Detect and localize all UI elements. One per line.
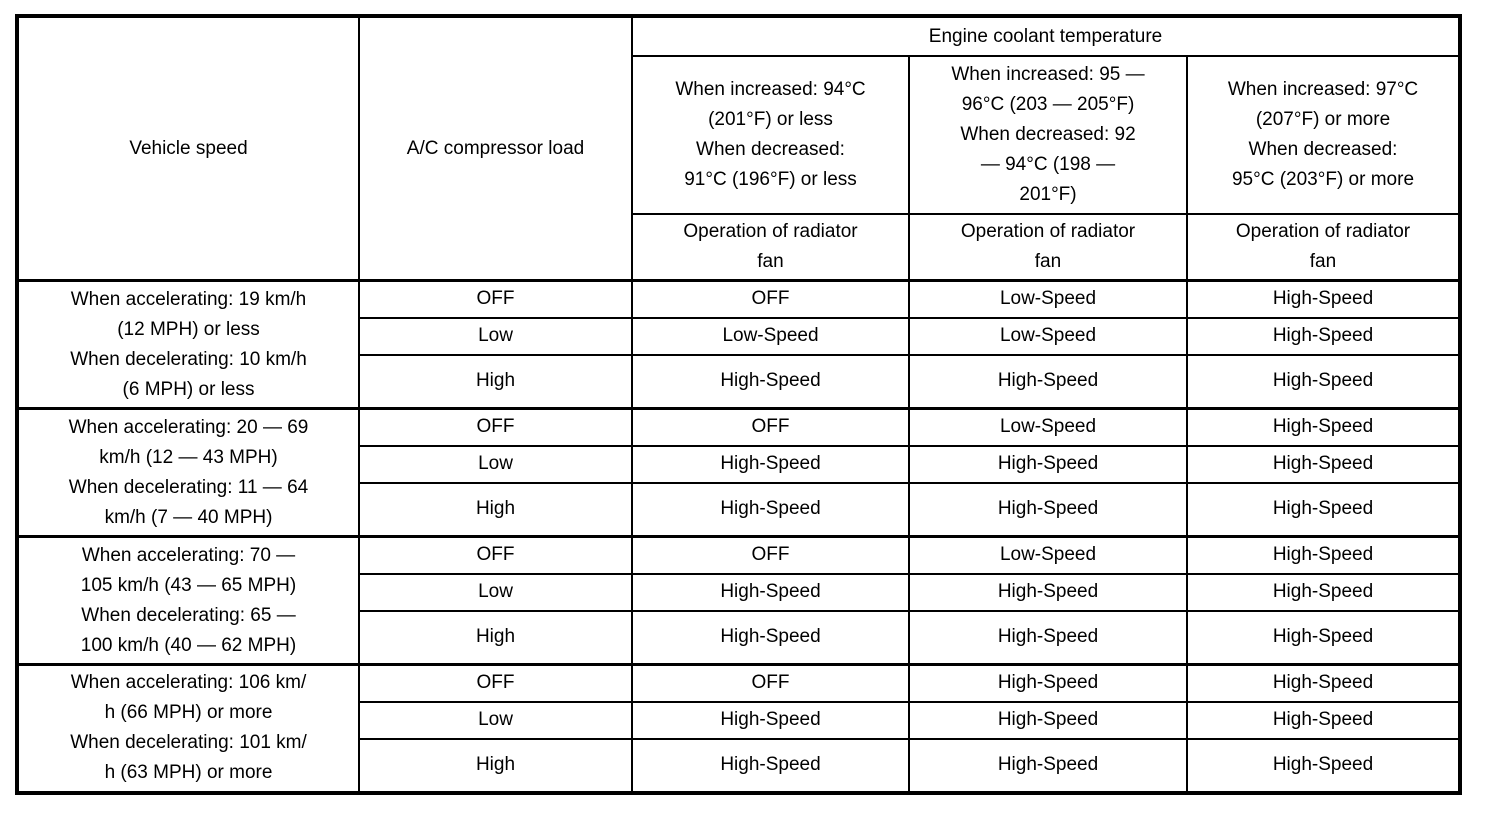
fan-operation-cell: High-Speed <box>631 353 910 410</box>
table-row: When accelerating: 19 km/h (12 MPH) or l… <box>16 279 1461 410</box>
header-row-fan-operation: Operation of radiator fan Operation of r… <box>17 213 1461 282</box>
fan-operation-cell: OFF <box>631 279 910 319</box>
table-row: High High-Speed High-Speed High-Speed <box>17 481 1461 538</box>
fan-operation-cell: OFF <box>631 535 910 575</box>
engine-coolant-temperature-header: Engine coolant temperature <box>631 15 1461 57</box>
fan-operation-cell: High-Speed <box>1186 609 1461 666</box>
table-row: Low High-Speed High-Speed High-Speed <box>17 700 1461 740</box>
fan-operation-cell: High-Speed <box>1186 572 1461 612</box>
fan-operation-cell: High-Speed <box>631 481 910 538</box>
fan-operation-cell: High-Speed <box>1186 407 1461 447</box>
vehicle-speed-cell: When accelerating: 70 — 105 km/h (43 — 6… <box>16 535 360 666</box>
vehicle-speed-cell: When accelerating: 20 — 69 km/h (12 — 43… <box>16 407 360 538</box>
fan-operation-header-col1: Operation of radiator fan <box>631 213 910 282</box>
fan-operation-cell: OFF <box>631 407 910 447</box>
ac-load-cell: Low <box>358 316 633 356</box>
table-row: High High-Speed High-Speed High-Speed <box>17 737 1461 794</box>
vehicle-speed-header: Vehicle speed <box>16 15 360 282</box>
fan-operation-header-col2: Operation of radiator fan <box>908 213 1188 282</box>
fan-operation-cell: High-Speed <box>1186 279 1461 319</box>
fan-operation-cell: High-Speed <box>908 481 1188 538</box>
fan-operation-cell: High-Speed <box>1186 737 1461 794</box>
table-row: Low Low-Speed Low-Speed High-Speed <box>17 316 1461 356</box>
fan-operation-cell: High-Speed <box>1186 663 1461 703</box>
ac-load-cell: Low <box>358 700 633 740</box>
table-row: High High-Speed High-Speed High-Speed <box>17 353 1461 410</box>
fan-operation-cell: High-Speed <box>908 444 1188 484</box>
fan-operation-cell: High-Speed <box>908 737 1188 794</box>
fan-operation-cell: High-Speed <box>908 609 1188 666</box>
ac-load-cell: OFF <box>358 535 633 575</box>
table-row: Low High-Speed High-Speed High-Speed <box>17 444 1461 484</box>
ac-load-cell: OFF <box>358 279 633 319</box>
ac-load-cell: High <box>358 609 633 666</box>
table-row: High High-Speed High-Speed High-Speed <box>17 609 1461 666</box>
fan-operation-cell: High-Speed <box>1186 316 1461 356</box>
vehicle-speed-cell: When accelerating: 106 km/ h (66 MPH) or… <box>16 663 360 794</box>
table-row: When accelerating: 106 km/ h (66 MPH) or… <box>16 663 1461 794</box>
radiator-fan-operation-table: Vehicle speed A/C compressor load Engine… <box>15 14 1462 795</box>
fan-operation-cell: High-Speed <box>1186 481 1461 538</box>
fan-operation-cell: High-Speed <box>631 700 910 740</box>
ac-load-cell: Low <box>358 572 633 612</box>
fan-operation-cell: Low-Speed <box>908 407 1188 447</box>
fan-operation-cell: High-Speed <box>908 700 1188 740</box>
header-row-temperature-conditions: When increased: 94°C (201°F) or less Whe… <box>17 55 1461 215</box>
ac-compressor-load-header: A/C compressor load <box>358 15 633 282</box>
fan-operation-cell: High-Speed <box>631 609 910 666</box>
ac-load-cell: High <box>358 353 633 410</box>
fan-operation-cell: High-Speed <box>1186 535 1461 575</box>
ac-load-cell: OFF <box>358 407 633 447</box>
temp-condition-col1: When increased: 94°C (201°F) or less Whe… <box>631 55 910 215</box>
temp-condition-col3: When increased: 97°C (207°F) or more Whe… <box>1186 55 1461 215</box>
fan-operation-cell: Low-Speed <box>908 279 1188 319</box>
ac-load-cell: High <box>358 737 633 794</box>
vehicle-speed-cell: When accelerating: 19 km/h (12 MPH) or l… <box>16 279 360 410</box>
fan-operation-cell: High-Speed <box>631 444 910 484</box>
table-row: When accelerating: 20 — 69 km/h (12 — 43… <box>16 407 1461 538</box>
fan-operation-cell: Low-Speed <box>908 316 1188 356</box>
fan-operation-cell: Low-Speed <box>908 535 1188 575</box>
temp-condition-col2: When increased: 95 — 96°C (203 — 205°F) … <box>908 55 1188 215</box>
fan-operation-header-col3: Operation of radiator fan <box>1186 213 1461 282</box>
table-row: Low High-Speed High-Speed High-Speed <box>17 572 1461 612</box>
ac-load-cell: High <box>358 481 633 538</box>
fan-operation-cell: High-Speed <box>631 572 910 612</box>
header-row-title: Vehicle speed A/C compressor load Engine… <box>16 15 1461 282</box>
fan-operation-cell: High-Speed <box>908 663 1188 703</box>
fan-operation-cell: Low-Speed <box>631 316 910 356</box>
fan-operation-cell: High-Speed <box>908 572 1188 612</box>
table-row: When accelerating: 70 — 105 km/h (43 — 6… <box>16 535 1461 666</box>
fan-operation-cell: High-Speed <box>908 353 1188 410</box>
fan-operation-cell: High-Speed <box>1186 353 1461 410</box>
ac-load-cell: OFF <box>358 663 633 703</box>
fan-operation-cell: High-Speed <box>631 737 910 794</box>
fan-operation-cell: High-Speed <box>1186 700 1461 740</box>
ac-load-cell: Low <box>358 444 633 484</box>
fan-operation-cell: High-Speed <box>1186 444 1461 484</box>
fan-operation-cell: OFF <box>631 663 910 703</box>
